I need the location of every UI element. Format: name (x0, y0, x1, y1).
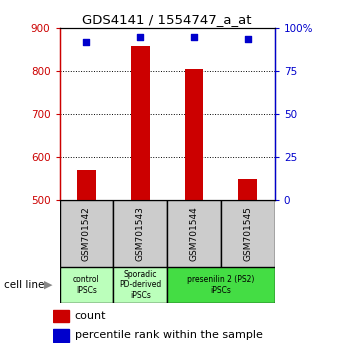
Point (245, 36, 251, 41)
Text: control
IPSCs: control IPSCs (73, 275, 100, 295)
Bar (238, 179, 257, 200)
Point (138, 34, 143, 40)
Bar (60, 200, 113, 267)
Bar (77, 170, 96, 200)
Title: GDS4141 / 1554747_a_at: GDS4141 / 1554747_a_at (82, 13, 252, 26)
Point (191, 34, 197, 40)
Bar (131, 46, 150, 200)
Bar (184, 69, 203, 200)
Bar (167, 200, 221, 267)
Text: GSM701542: GSM701542 (82, 206, 91, 261)
Text: cell line: cell line (4, 280, 44, 290)
Bar (60, 267, 113, 303)
Text: percentile rank within the sample: percentile rank within the sample (75, 330, 263, 341)
Text: GSM701543: GSM701543 (136, 206, 145, 261)
Bar (113, 267, 167, 303)
Text: count: count (75, 311, 106, 321)
Point (84, 39, 89, 45)
Text: Sporadic
PD-derived
iPSCs: Sporadic PD-derived iPSCs (119, 270, 161, 300)
Text: presenilin 2 (PS2)
iPSCs: presenilin 2 (PS2) iPSCs (187, 275, 255, 295)
Bar (52, 310, 69, 322)
Text: GSM701545: GSM701545 (243, 206, 252, 261)
Text: GSM701544: GSM701544 (190, 206, 198, 261)
Bar (167, 267, 275, 303)
Text: ▶: ▶ (44, 280, 52, 290)
Bar (52, 329, 69, 342)
Bar (221, 200, 275, 267)
Bar (113, 200, 167, 267)
